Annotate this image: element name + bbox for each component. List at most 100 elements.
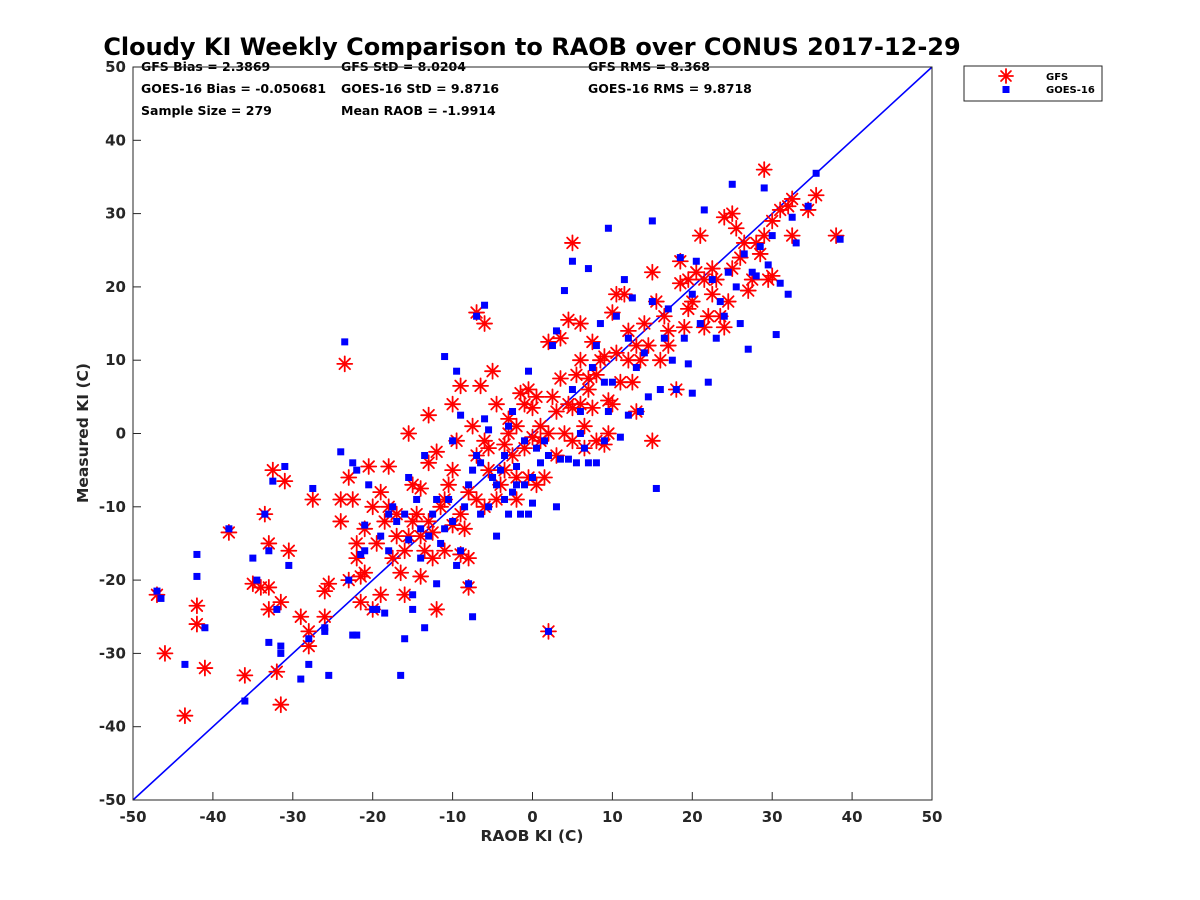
gfs-point-169 [659,322,677,340]
gfs-point-94 [480,461,497,479]
goes16-point-65 [449,517,457,525]
x-tick-label-8: 30 [762,808,783,826]
x-tick-label-10: 50 [922,808,943,826]
x-tick-label-3: -20 [359,808,386,826]
gfs-point-129 [560,311,577,329]
goes16-point-106 [544,627,552,635]
stat-2-0: Sample Size = 279 [141,103,272,118]
goes16-point-132 [616,433,624,441]
gfs-point-190 [723,205,741,223]
gfs-point-46 [380,458,398,475]
goes16-point-141 [648,298,656,306]
goes16-point-162 [724,268,732,276]
goes16-point-143 [652,484,660,492]
goes16-point-94 [513,481,521,489]
gfs-point-200 [755,227,773,244]
goes16-point-151 [684,360,692,368]
gfs-point-142 [584,399,601,417]
goes16-point-97 [521,481,529,489]
goes16-point-18 [285,561,293,569]
gfs-point-53 [396,542,414,560]
gfs-point-99 [496,436,513,453]
gfs-point-209 [807,186,825,204]
goes16-point-149 [676,254,684,262]
goes16-point-90 [505,510,513,518]
gfs-point-56 [404,513,422,530]
goes16-point-173 [768,232,776,240]
goes16-point-23 [321,624,329,632]
goes16-point-176 [784,290,792,298]
gfs-point-85 [464,417,481,435]
gfs-point-58 [408,505,426,523]
goes16-point-69 [457,547,465,555]
data-points [132,66,933,801]
x-tick-label-6: 10 [602,808,623,826]
gfs-point-122 [544,388,561,406]
goes16-point-26 [337,448,345,456]
gfs-point-91 [476,498,493,516]
goes16-point-30 [349,631,357,639]
gfs-point-120 [540,425,557,442]
goes16-point-131 [612,312,620,320]
legend-gfs-label: GFS [1046,72,1068,83]
goes16-point-114 [568,386,576,394]
goes16-point-128 [604,224,612,232]
x-tick-label-9: 40 [842,808,863,826]
goes16-point-57 [425,532,433,540]
goes16-point-76 [473,451,481,459]
gfs-point-194 [735,234,753,252]
goes16-point-53 [417,525,425,533]
gfs-point-134 [572,351,589,369]
goes16-point-0 [153,587,161,595]
gfs-point-161 [631,351,649,369]
goes16-point-119 [580,444,588,452]
gfs-point-207 [783,190,801,208]
goes16-point-95 [513,462,521,470]
gfs-point-170 [659,337,677,354]
gfs-point-2 [176,707,194,725]
goes16-point-27 [341,338,349,346]
goes16-point-105 [540,437,548,445]
goes16-point-156 [700,206,708,214]
goes16-point-181 [836,235,844,243]
x-tick-label-2: -30 [279,808,306,826]
y-tick-label-4: -10 [99,498,126,516]
goes16-point-55 [421,624,429,632]
gfs-point-81 [456,520,473,538]
gfs-point-184 [703,285,721,303]
gfs-point-206 [783,227,801,244]
gfs-point-195 [739,282,757,299]
goes16-point-47 [401,510,409,518]
gfs-point-25 [316,582,334,600]
gfs-point-168 [655,307,673,325]
goes16-point-167 [744,345,752,353]
gfs-point-203 [763,267,781,285]
y-tick-label-7: 20 [105,278,126,296]
goes16-point-144 [656,386,664,394]
goes16-point-1 [157,594,165,602]
x-axis-label: RAOB KI (C) [480,827,583,845]
goes16-point-154 [692,257,700,265]
gfs-point-74 [444,461,462,479]
y-tick-label-8: 30 [105,205,126,223]
gfs-point-165 [643,263,661,281]
goes16-point-81 [481,301,489,309]
goes16-point-165 [736,320,744,328]
gfs-point-4 [188,615,206,633]
goes16-point-157 [704,378,712,386]
goes16-point-155 [696,320,704,328]
goes16-point-134 [624,334,632,342]
goes16-point-36 [365,481,373,489]
goes16-point-68 [453,367,461,375]
gfs-point-137 [576,417,593,435]
gfs-point-118 [536,469,553,486]
goes16-point-87 [497,466,505,474]
goes16-point-40 [381,609,389,617]
y-tick-label-10: 50 [105,58,126,76]
goes16-point-24 [321,627,329,635]
goes16-point-178 [792,239,800,247]
gfs-point-95 [484,362,501,380]
goes16-point-122 [588,364,596,372]
gfs-point-192 [727,219,745,237]
goes16-point-31 [353,631,361,639]
